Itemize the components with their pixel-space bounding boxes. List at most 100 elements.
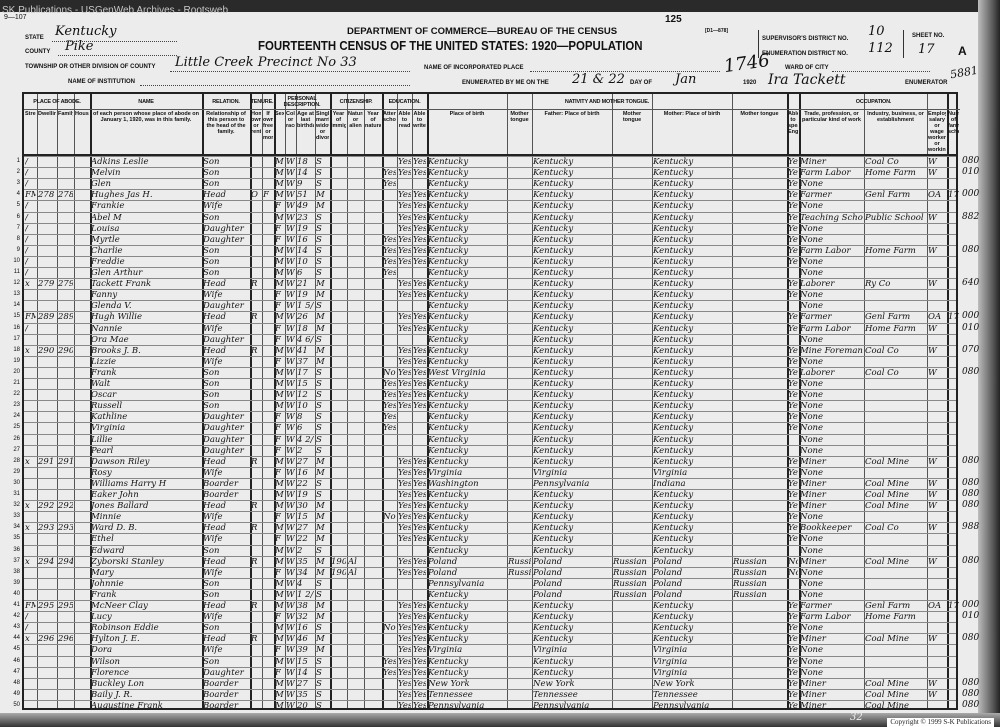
table-cell: Yes	[398, 345, 411, 356]
table-cell: x	[25, 456, 30, 467]
table-cell: W	[286, 367, 295, 378]
table-cell: Mine Foreman	[800, 345, 863, 356]
line-number: 17	[13, 335, 20, 342]
table-cell: x	[25, 556, 30, 567]
table-cell: Kentucky	[533, 245, 574, 256]
table-cell: F	[275, 434, 281, 445]
table-cell: Coal Mine	[865, 634, 910, 645]
table-cell: M	[275, 601, 284, 611]
table-cell: Zyborski Stanley	[91, 556, 164, 567]
table-cell: New York	[653, 678, 695, 689]
table-cell: W	[286, 678, 295, 689]
table-cell: Coal Mine	[865, 556, 910, 567]
occupation-code: 080	[962, 156, 980, 166]
table-cell: Yes	[398, 634, 411, 645]
table-cell: W	[928, 490, 937, 500]
table-cell: Wife	[203, 567, 223, 578]
table-cell: Daughter	[203, 223, 244, 234]
table-cell: 27	[297, 456, 308, 467]
table-cell: Kentucky	[428, 656, 469, 667]
table-cell: Son	[203, 545, 220, 556]
line-number: 49	[13, 690, 20, 697]
column-header: Street	[25, 111, 36, 117]
table-cell: 2	[297, 545, 303, 556]
table-cell: Farmer	[800, 312, 832, 323]
table-cell: 2	[297, 445, 303, 456]
table-cell: Yes	[788, 401, 798, 412]
table-cell: Kentucky	[428, 190, 469, 201]
table-cell: Virginia	[653, 467, 688, 478]
table-cell: Lillie	[91, 434, 113, 445]
table-cell: Kentucky	[653, 223, 694, 234]
table-row: Baily J. R. Boarder M W 35 S Yes Yes Tennessee Te…	[24, 688, 956, 701]
column-group-tenure: TENURE.	[250, 95, 274, 110]
table-cell: Yes	[413, 634, 426, 645]
table-cell: Jones Ballard	[91, 501, 149, 512]
table-cell: Kentucky	[533, 390, 574, 401]
table-cell: Yes	[398, 456, 411, 467]
table-cell: Pearl	[91, 445, 114, 456]
table-cell: Son	[203, 578, 220, 589]
table-cell: Kentucky	[653, 201, 694, 212]
table-cell: Kentucky	[428, 256, 469, 267]
occupation-code: 080	[962, 477, 980, 488]
table-cell: W	[286, 412, 295, 423]
table-cell: W	[928, 245, 937, 256]
table-cell: M	[316, 523, 325, 534]
table-cell: Yes	[398, 390, 411, 401]
occupation-code: 000	[962, 311, 980, 322]
table-cell: Yes	[413, 212, 426, 223]
table-cell: Yes	[788, 456, 798, 467]
line-number: 45	[13, 646, 20, 653]
table-row: / Adkins Leslie Son M W 18 S Yes Yes Kentucky Kent…	[24, 156, 956, 168]
table-cell: None	[800, 423, 824, 434]
table-cell: W	[928, 501, 937, 512]
table-cell: Kentucky	[428, 423, 469, 434]
table-cell: Coal Mine	[865, 689, 910, 700]
table-cell: M	[316, 345, 325, 356]
table-cell: Kentucky	[653, 412, 694, 423]
enumeration-district: 112	[868, 41, 893, 56]
table-cell: Kentucky	[533, 301, 574, 312]
table-cell: Yes	[413, 223, 426, 234]
table-cell: Wife	[203, 290, 223, 301]
occupation-code: 010	[962, 322, 980, 333]
township-value: Little Creek Precinct No 33	[175, 55, 357, 70]
table-cell: Yes	[788, 312, 798, 323]
column-header: Age at last birthday	[297, 111, 314, 129]
occupation-code: 010	[962, 167, 980, 178]
table-cell: Daughter	[203, 334, 244, 345]
table-cell: 292	[58, 501, 73, 512]
table-row: Dora Wife F W 39 M Yes Yes Virginia Virginia Virgi…	[24, 644, 956, 656]
table-cell: M	[275, 390, 284, 401]
copyright: Copyright © 1999 S-K Publications	[887, 718, 994, 727]
table-cell: Yes	[788, 379, 798, 389]
table-cell: R	[251, 601, 258, 611]
table-cell: Virginia	[653, 667, 688, 678]
table-cell: Yes	[398, 512, 411, 523]
table-cell: Kentucky	[428, 312, 469, 323]
table-cell: None	[800, 390, 824, 401]
table-cell: Kentucky	[428, 456, 469, 467]
table-cell: Yes	[413, 523, 426, 534]
table-cell: Glenda V.	[91, 301, 132, 312]
table-row: Edward Son M W 2 S Kentucky Kentucky Kentucky Non…	[24, 544, 956, 557]
table-cell: 18	[297, 323, 308, 334]
table-cell: None	[800, 512, 824, 523]
table-cell: Kentucky	[653, 634, 694, 645]
column-header: Employer, salary or wage worker, or work…	[928, 111, 946, 154]
column-header: If owned, free or mortgaged	[263, 111, 273, 141]
table-cell: None	[800, 412, 824, 423]
table-cell: Yes	[398, 678, 411, 689]
table-cell: Kentucky	[653, 456, 694, 467]
table-cell: M	[316, 534, 325, 545]
table-cell: /	[25, 223, 28, 234]
table-cell: None	[800, 589, 824, 600]
table-cell: Yes	[788, 423, 798, 434]
table-cell: W	[286, 234, 295, 245]
table-cell: Yes	[398, 234, 411, 245]
table-cell: Yes	[788, 689, 798, 700]
table-cell: F	[275, 301, 281, 312]
table-cell: Yes	[398, 667, 411, 678]
table-cell: Kentucky	[533, 512, 574, 523]
